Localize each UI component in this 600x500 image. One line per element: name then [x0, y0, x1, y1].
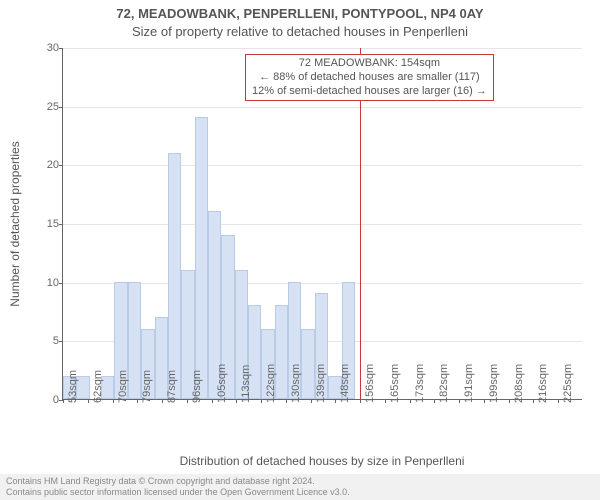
xtick-label: 62sqm — [92, 370, 104, 403]
xtick-mark — [236, 399, 237, 403]
footer-line2: Contains public sector information licen… — [6, 487, 594, 498]
xtick-label: 113sqm — [240, 365, 252, 403]
ytick-label: 20 — [31, 159, 59, 171]
chart-subtitle: Size of property relative to detached ho… — [0, 24, 600, 39]
xtick-mark — [558, 399, 559, 403]
ytick-label: 5 — [31, 335, 59, 347]
ytick-label: 30 — [31, 42, 59, 54]
attribution-footer: Contains HM Land Registry data © Crown c… — [0, 474, 600, 500]
xtick-mark — [335, 399, 336, 403]
ytick-label: 10 — [31, 277, 59, 289]
xtick-label: 79sqm — [141, 370, 153, 403]
xtick-label: 225sqm — [562, 364, 574, 403]
xtick-label: 173sqm — [414, 364, 426, 403]
xtick-mark — [261, 399, 262, 403]
ytick-label: 15 — [31, 218, 59, 230]
xtick-mark — [187, 399, 188, 403]
xtick-label: 148sqm — [339, 364, 351, 403]
xtick-label: 182sqm — [438, 364, 450, 403]
xtick-mark — [360, 399, 361, 403]
xtick-label: 105sqm — [216, 364, 228, 403]
plot-area: 05101520253053sqm62sqm70sqm79sqm87sqm96s… — [62, 48, 582, 400]
xtick-mark — [533, 399, 534, 403]
xtick-mark — [137, 399, 138, 403]
xtick-label: 191sqm — [463, 364, 475, 403]
xtick-label: 122sqm — [265, 364, 277, 403]
xtick-mark — [385, 399, 386, 403]
xtick-label: 165sqm — [389, 364, 401, 403]
xtick-label: 130sqm — [290, 364, 302, 403]
callout-line2: ← 88% of detached houses are smaller (11… — [252, 71, 487, 85]
chart-title-address: 72, MEADOWBANK, PENPERLLENI, PONTYPOOL, … — [0, 6, 600, 21]
xtick-mark — [162, 399, 163, 403]
xtick-mark — [459, 399, 460, 403]
bar — [195, 117, 208, 399]
xtick-label: 156sqm — [364, 364, 376, 403]
xtick-mark — [63, 399, 64, 403]
xtick-label: 208sqm — [513, 364, 525, 403]
bar — [128, 282, 141, 399]
ytick-label: 0 — [31, 394, 59, 406]
bar — [301, 329, 314, 399]
xtick-mark — [88, 399, 89, 403]
xtick-mark — [311, 399, 312, 403]
xtick-label: 199sqm — [488, 364, 500, 403]
xtick-mark — [434, 399, 435, 403]
ytick-label: 25 — [31, 101, 59, 113]
highlight-callout: 72 MEADOWBANK: 154sqm ← 88% of detached … — [245, 54, 494, 101]
x-axis-label: Distribution of detached houses by size … — [62, 454, 582, 468]
xtick-label: 139sqm — [315, 364, 327, 403]
xtick-label: 70sqm — [117, 370, 129, 403]
xtick-label: 53sqm — [67, 370, 79, 403]
xtick-mark — [410, 399, 411, 403]
xtick-mark — [509, 399, 510, 403]
xtick-mark — [212, 399, 213, 403]
footer-line1: Contains HM Land Registry data © Crown c… — [6, 476, 594, 487]
callout-line3: 12% of semi-detached houses are larger (… — [252, 85, 487, 99]
xtick-mark — [286, 399, 287, 403]
callout-line1: 72 MEADOWBANK: 154sqm — [252, 57, 487, 71]
y-axis-label: Number of detached properties — [8, 48, 22, 400]
xtick-label: 216sqm — [537, 364, 549, 403]
bar — [168, 153, 181, 399]
xtick-label: 96sqm — [191, 370, 203, 403]
xtick-mark — [113, 399, 114, 403]
chart-container: 72, MEADOWBANK, PENPERLLENI, PONTYPOOL, … — [0, 0, 600, 500]
xtick-label: 87sqm — [166, 370, 178, 403]
xtick-mark — [484, 399, 485, 403]
